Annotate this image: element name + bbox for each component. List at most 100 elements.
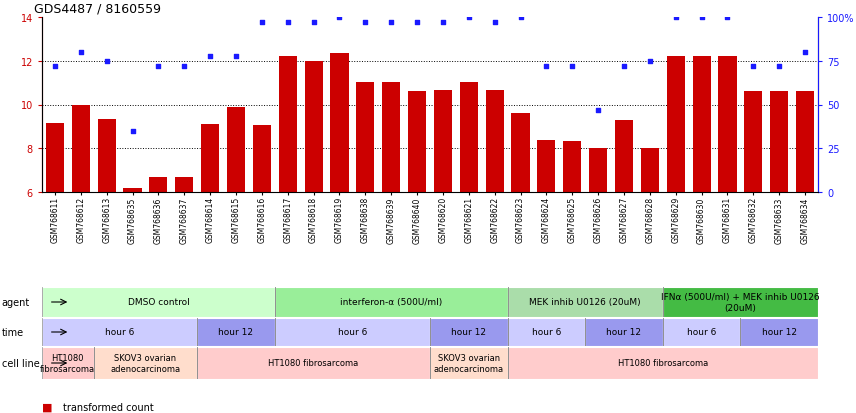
Text: hour 12: hour 12 <box>218 328 253 337</box>
Point <box>462 14 476 21</box>
Text: hour 6: hour 6 <box>532 328 561 337</box>
Point <box>746 64 760 70</box>
Bar <box>740 318 818 346</box>
Text: HT1080 fibrosarcoma: HT1080 fibrosarcoma <box>618 358 708 368</box>
Bar <box>512 114 530 192</box>
Bar <box>693 57 710 192</box>
Point <box>643 58 657 65</box>
Text: SKOV3 ovarian
adenocarcinoma: SKOV3 ovarian adenocarcinoma <box>110 354 181 373</box>
Text: interferon-α (500U/ml): interferon-α (500U/ml) <box>340 298 443 307</box>
Point <box>100 58 114 65</box>
Point <box>488 20 502 26</box>
Point <box>255 20 269 26</box>
Point <box>436 20 449 26</box>
Text: SKOV3 ovarian
adenocarcinoma: SKOV3 ovarian adenocarcinoma <box>434 354 504 373</box>
Bar <box>408 92 426 192</box>
Bar <box>718 57 736 192</box>
Point <box>306 20 320 26</box>
Text: IFNα (500U/ml) + MEK inhib U0126
(20uM): IFNα (500U/ml) + MEK inhib U0126 (20uM) <box>661 292 820 312</box>
Point <box>566 64 580 70</box>
Text: hour 12: hour 12 <box>451 328 486 337</box>
Bar <box>430 318 508 346</box>
Bar <box>796 92 814 192</box>
Point <box>359 20 372 26</box>
Bar <box>94 347 197 379</box>
Point <box>48 64 62 70</box>
Bar <box>42 318 197 346</box>
Point <box>203 53 217 59</box>
Bar <box>197 318 275 346</box>
Text: DMSO control: DMSO control <box>128 298 189 307</box>
Text: time: time <box>2 327 24 337</box>
Bar <box>201 125 219 192</box>
Text: ■: ■ <box>42 402 52 412</box>
Point <box>333 14 347 21</box>
Bar <box>641 149 659 192</box>
Bar <box>508 287 663 317</box>
Bar <box>356 82 374 192</box>
Bar <box>275 287 508 317</box>
Bar <box>485 91 503 192</box>
Text: hour 12: hour 12 <box>607 328 641 337</box>
Bar <box>253 126 270 192</box>
Bar <box>667 57 685 192</box>
Bar <box>98 119 116 192</box>
Text: agent: agent <box>2 297 30 307</box>
Point <box>229 53 243 59</box>
Bar <box>508 318 586 346</box>
Text: hour 6: hour 6 <box>338 328 367 337</box>
Text: cell line: cell line <box>2 358 39 368</box>
Text: MEK inhib U0126 (20uM): MEK inhib U0126 (20uM) <box>529 298 641 307</box>
Point <box>126 128 140 135</box>
Point <box>177 64 191 70</box>
Bar <box>123 188 141 192</box>
Text: hour 6: hour 6 <box>105 328 134 337</box>
Bar <box>175 177 193 192</box>
Bar <box>42 347 94 379</box>
Bar <box>42 287 275 317</box>
Bar <box>149 177 168 192</box>
Text: hour 12: hour 12 <box>762 328 797 337</box>
Point <box>798 50 811 56</box>
Bar <box>197 347 430 379</box>
Text: HT1080
fibrosarcoma: HT1080 fibrosarcoma <box>40 354 95 373</box>
Point <box>591 107 605 114</box>
Bar <box>305 62 323 192</box>
Point <box>152 64 165 70</box>
Point <box>281 20 294 26</box>
Bar <box>382 82 401 192</box>
Point <box>721 14 734 21</box>
Bar <box>586 318 663 346</box>
Point <box>669 14 682 21</box>
Bar <box>663 318 740 346</box>
Bar <box>72 105 90 192</box>
Bar <box>744 92 763 192</box>
Point <box>384 20 398 26</box>
Point <box>74 50 87 56</box>
Text: HT1080 fibrosarcoma: HT1080 fibrosarcoma <box>269 358 359 368</box>
Point <box>514 14 527 21</box>
Text: GDS4487 / 8160559: GDS4487 / 8160559 <box>34 2 161 15</box>
Bar <box>430 347 508 379</box>
Text: transformed count: transformed count <box>63 402 154 412</box>
Text: hour 6: hour 6 <box>687 328 716 337</box>
Bar <box>508 347 818 379</box>
Bar <box>330 54 348 192</box>
Bar <box>589 149 607 192</box>
Point <box>539 64 553 70</box>
Point <box>772 64 786 70</box>
Bar <box>434 91 452 192</box>
Bar <box>538 140 556 192</box>
Bar <box>770 92 788 192</box>
Bar <box>227 107 245 192</box>
Point <box>410 20 424 26</box>
Bar <box>275 318 430 346</box>
Bar <box>563 141 581 192</box>
Bar <box>460 82 478 192</box>
Bar <box>46 124 64 192</box>
Bar <box>279 57 297 192</box>
Bar <box>615 121 633 192</box>
Bar <box>663 287 818 317</box>
Point <box>617 64 631 70</box>
Point <box>695 14 709 21</box>
